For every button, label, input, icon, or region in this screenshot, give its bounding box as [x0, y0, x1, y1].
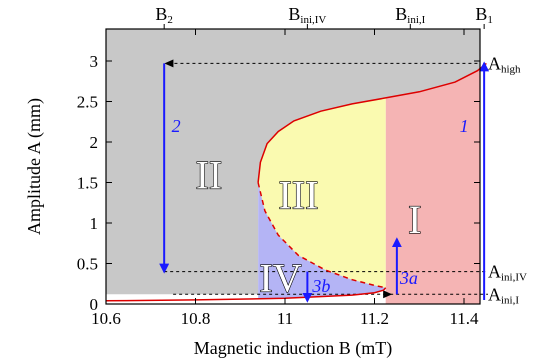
y-tick-label: 3	[90, 52, 99, 71]
y-axis-label: Amplitude A (mm)	[24, 98, 45, 235]
curve-upper-branch	[257, 62, 487, 183]
arrow-label-3a: 3a	[399, 268, 418, 288]
region-label-I: I	[408, 197, 421, 242]
top-label-1: B1	[475, 4, 493, 26]
x-tick-label: 11	[277, 309, 293, 328]
regions-layer	[106, 29, 480, 304]
region-label-II: II	[196, 152, 223, 197]
plot-frame	[105, 28, 481, 305]
right-label-high: Ahigh	[488, 53, 521, 75]
region-label-III: III	[278, 173, 318, 218]
region-II-area	[106, 29, 480, 295]
region-label-IV: IV	[259, 255, 301, 300]
top-label-ini,IV: Bini,IV	[288, 4, 326, 26]
x-axis-label: Magnetic induction B (mT)	[194, 338, 392, 359]
arrow-label-1: 1	[460, 116, 469, 136]
x-tick-label: 10.8	[181, 309, 211, 328]
arrows-layer: 1 2 3a 3b	[159, 61, 490, 303]
x-tick-label: 11.4	[449, 309, 479, 328]
y-tick-label: 2	[90, 133, 99, 152]
x-tick-label: 10.6	[91, 309, 121, 328]
top-label-ini,I: Bini,I	[395, 4, 425, 26]
top-label-2: B2	[155, 4, 173, 26]
curve-unstable-branch	[257, 182, 386, 289]
y-tick-label: 1	[90, 214, 99, 233]
arrow-label-3b: 3b	[311, 276, 330, 296]
region-III-area	[258, 97, 386, 288]
right-label-ini,IV: Aini,IV	[488, 262, 527, 284]
x-tick-label: 11.2	[360, 309, 389, 328]
arrow-label-2: 2	[172, 116, 181, 136]
y-tick-label: 0	[90, 295, 99, 314]
y-tick-label: 0.5	[77, 255, 98, 274]
y-tick-label: 1.5	[77, 174, 98, 193]
y-tick-label: 2.5	[77, 93, 98, 112]
region-IV-area	[258, 182, 386, 300]
region-I-area	[385, 68, 480, 304]
right-label-ini,I: Aini,I	[488, 284, 519, 306]
